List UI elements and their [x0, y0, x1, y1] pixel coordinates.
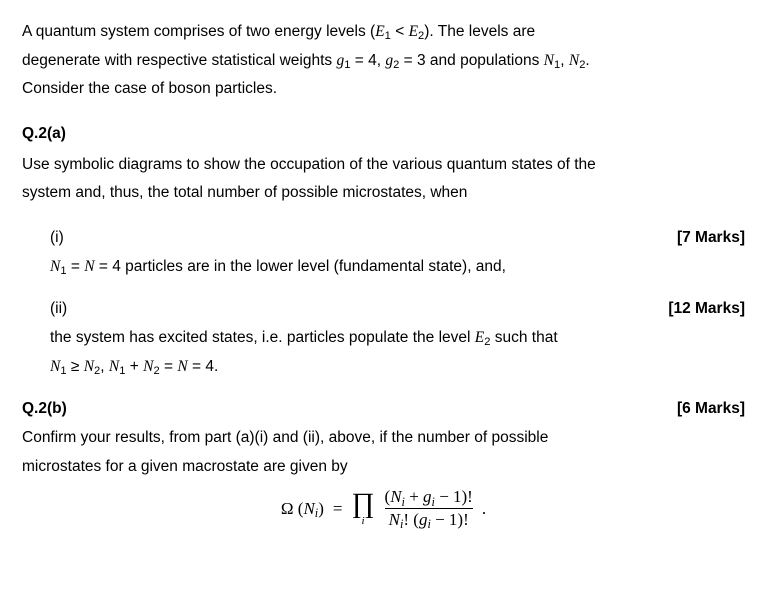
num-N: N	[390, 487, 401, 506]
q2a-heading: Q.2(a)	[22, 120, 745, 149]
plus-ii: +	[125, 358, 143, 375]
sub-N1a-ii: 1	[60, 365, 66, 377]
q2a-body2: system and, thus, the total number of po…	[22, 184, 467, 201]
sub-N1b-ii: 1	[119, 365, 125, 377]
q2b-heading: Q.2(b)	[22, 400, 67, 417]
sub-E1: 1	[385, 30, 391, 42]
den-f1: ! (	[403, 510, 419, 529]
sub-N2a-ii: 2	[94, 365, 100, 377]
part-i: (i) [7 Marks] N1 = N = 4 particles are i…	[22, 224, 745, 281]
var-N1a-ii: N	[50, 358, 60, 375]
var-N1b-ii: N	[109, 358, 119, 375]
fraction: (Ni + gi − 1)! Ni! (gi − 1)!	[381, 487, 477, 529]
part-ii: (ii) [12 Marks] the system has excited s…	[22, 295, 745, 381]
num-g: g	[423, 487, 432, 506]
num-Ns: i	[402, 495, 405, 509]
den-Ns: i	[400, 517, 403, 531]
period: .	[585, 52, 589, 69]
open: (	[294, 499, 304, 518]
sub-N1-i: 1	[60, 265, 66, 277]
f-eq: =	[333, 493, 343, 524]
den-m1: − 1)!	[431, 510, 469, 529]
preamble-line1a: A quantum system comprises of two energy…	[22, 23, 375, 40]
preamble-line2a: degenerate with respective statistical w…	[22, 52, 336, 69]
part-ii-marks: [12 Marks]	[668, 295, 745, 324]
num-gs: i	[432, 495, 435, 509]
var-N1: N	[544, 52, 554, 69]
preamble-line3: Consider the case of boson particles.	[22, 80, 277, 97]
comma-ii: ,	[100, 358, 109, 375]
q2b-body2: microstates for a given macrostate are g…	[22, 458, 348, 475]
sub-g1: 1	[344, 59, 350, 71]
part-ii-l1a: the system has excited states, i.e. part…	[50, 329, 475, 346]
f-dot: .	[482, 493, 486, 524]
tail-ii: = 4.	[188, 358, 219, 375]
num-m1: − 1)!	[435, 487, 473, 506]
eq-ii: =	[160, 358, 178, 375]
var-E1: E	[375, 23, 384, 40]
var-N2a-ii: N	[84, 358, 94, 375]
part-i-label: (i)	[50, 229, 64, 246]
g2-value: = 3 and populations	[399, 52, 543, 69]
close: )	[318, 499, 324, 518]
part-ii-l1b: such that	[490, 329, 557, 346]
var-g2: g	[385, 52, 393, 69]
sub-N2: 2	[579, 59, 585, 71]
product-symbol: ∏ i	[351, 490, 374, 527]
f-Ns: i	[315, 506, 318, 520]
sub-E2-ii: 2	[484, 336, 490, 348]
q2a-section: Q.2(a) Use symbolic diagrams to show the…	[22, 120, 745, 208]
var-N-i: N	[84, 258, 94, 275]
sub-g2: 2	[393, 59, 399, 71]
sub-N2b-ii: 2	[153, 365, 159, 377]
var-E2: E	[409, 23, 418, 40]
q2b-marks: [6 Marks]	[677, 395, 745, 424]
var-N2b-ii: N	[143, 358, 153, 375]
var-N-ii: N	[177, 358, 187, 375]
lt: <	[391, 23, 409, 40]
preamble: A quantum system comprises of two energy…	[22, 18, 745, 104]
ge-ii: ≥	[67, 358, 84, 375]
comma: ,	[560, 52, 569, 69]
den-gs: i	[427, 517, 430, 531]
q2b-body1: Confirm your results, from part (a)(i) a…	[22, 429, 548, 446]
den-N: N	[389, 510, 400, 529]
q2b-section: Q.2(b) [6 Marks] Confirm your results, f…	[22, 395, 745, 481]
prod-sub: i	[361, 516, 364, 527]
q2a-body1: Use symbolic diagrams to show the occupa…	[22, 156, 596, 173]
sub-N1: 1	[554, 59, 560, 71]
var-N2: N	[569, 52, 579, 69]
var-E2-ii: E	[475, 329, 484, 346]
eq1-i: =	[67, 258, 85, 275]
prod-glyph: ∏	[351, 490, 374, 518]
eq2-i: = 4 particles are in the lower level (fu…	[95, 258, 506, 275]
omega: Ω	[281, 499, 294, 518]
part-ii-label: (ii)	[50, 300, 67, 317]
g1-value: = 4,	[350, 52, 385, 69]
formula: Ω (Ni) = ∏ i (Ni + gi − 1)! Ni! (gi − 1)…	[22, 487, 745, 529]
part-i-marks: [7 Marks]	[677, 224, 745, 253]
num-plus: +	[405, 487, 423, 506]
var-N1-i: N	[50, 258, 60, 275]
preamble-line1b: ). The levels are	[424, 23, 535, 40]
f-N: N	[303, 499, 314, 518]
sub-E2: 2	[418, 30, 424, 42]
